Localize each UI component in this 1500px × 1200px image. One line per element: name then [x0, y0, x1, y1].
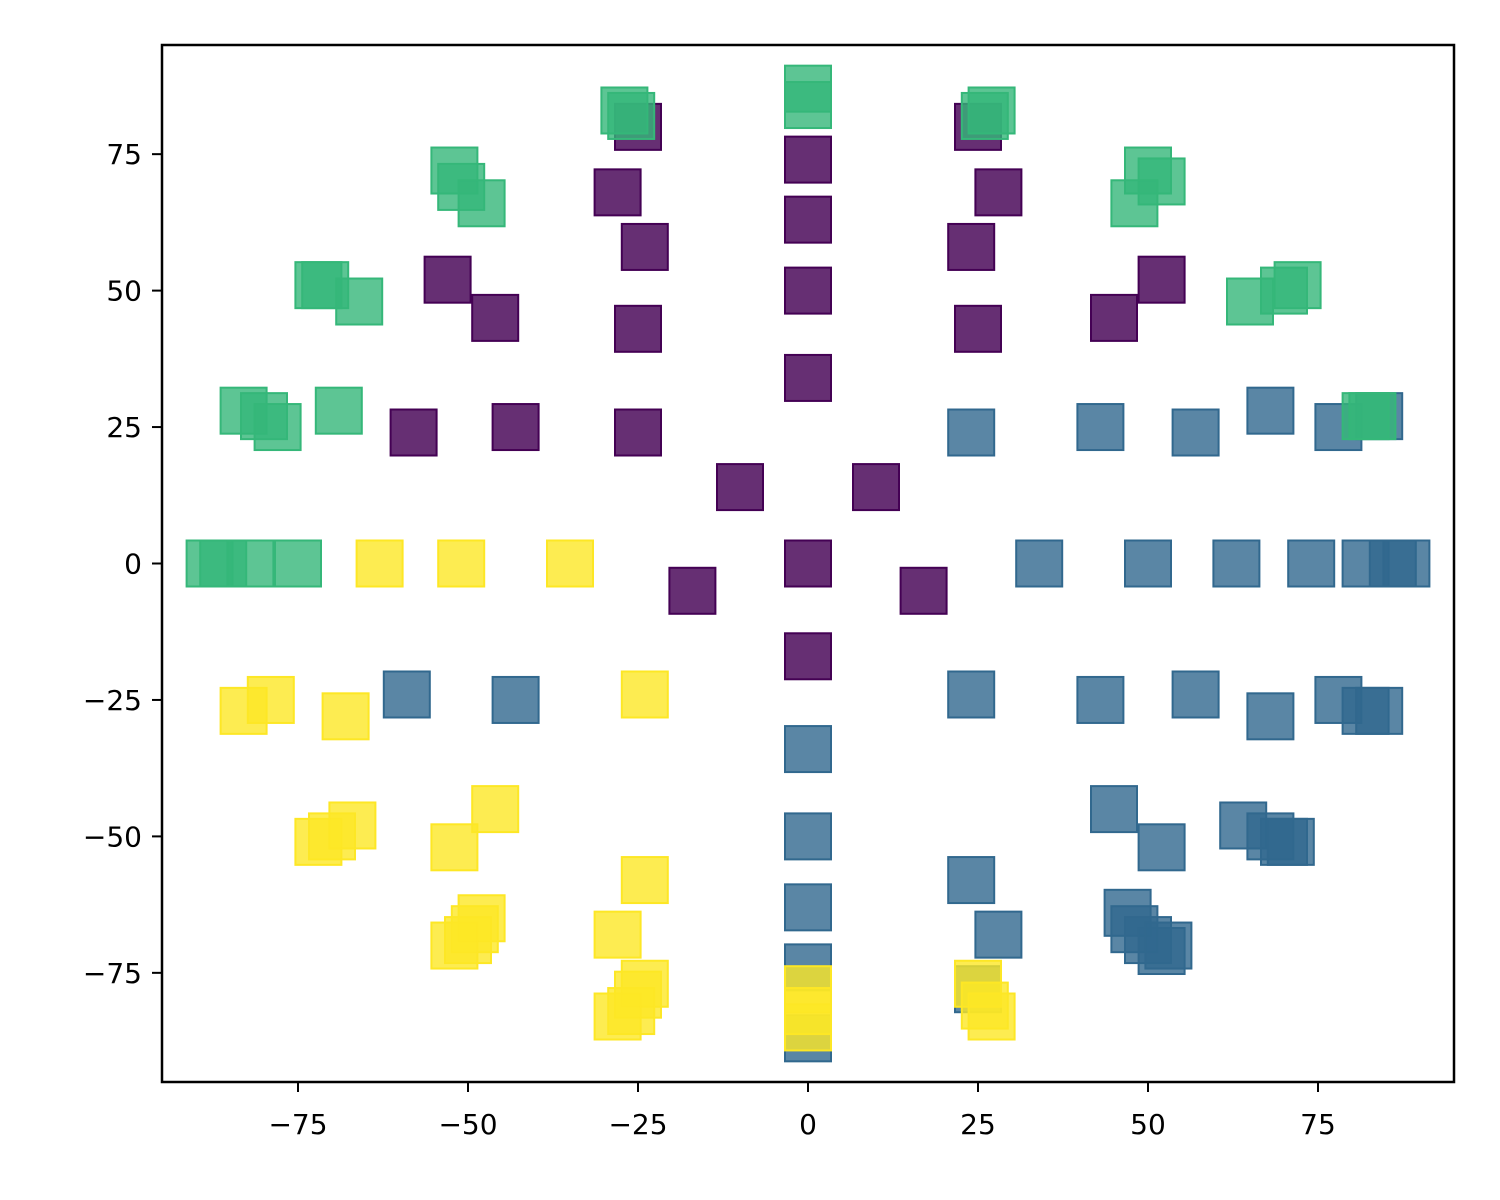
scatter-point [1090, 293, 1138, 342]
y-tick-label: −25 [83, 684, 142, 717]
scatter-point [1076, 675, 1125, 724]
scatter-point [1110, 179, 1159, 228]
scatter-point [620, 222, 669, 271]
scatter-point [947, 856, 996, 905]
y-tick-label: 50 [106, 275, 142, 308]
scatter-point [954, 304, 1002, 353]
axes-frame [160, 43, 1456, 1084]
scatter-point [1090, 785, 1138, 834]
scatter-point [974, 168, 1023, 217]
scatter-point [1341, 392, 1390, 441]
scatter-point [784, 195, 832, 244]
scatter-point [335, 277, 384, 326]
scatter-point [784, 353, 832, 402]
scatter-point [471, 785, 520, 834]
scatter-point [607, 91, 656, 140]
scatter-point [430, 921, 479, 970]
scatter-point [960, 91, 1009, 140]
scatter-point [593, 910, 642, 959]
scatter-point [784, 725, 832, 774]
y-tick-label: 25 [106, 411, 142, 444]
scatter-point [852, 463, 900, 512]
scatter-point [967, 992, 1016, 1041]
scatter-point [784, 883, 832, 932]
scatter-point [1246, 386, 1295, 435]
scatter-point [253, 403, 302, 452]
scatter-point [491, 403, 540, 452]
scatter-point [355, 539, 404, 588]
scatter-point [784, 1003, 832, 1052]
scatter-point [593, 168, 642, 217]
scatter-point [899, 566, 948, 615]
scatter-point [321, 692, 370, 741]
scatter-point [491, 675, 540, 724]
scatter-point [784, 266, 832, 315]
x-tick-label: −75 [268, 1108, 327, 1141]
scatter-point [1382, 539, 1431, 588]
scatter-point [471, 293, 520, 342]
scatter-point [430, 823, 479, 872]
scatter-point [1171, 670, 1220, 719]
scatter-point [423, 255, 472, 304]
scatter-point [1124, 539, 1172, 588]
points-layer [185, 64, 1431, 1063]
scatter-point [1137, 823, 1186, 872]
scatter-point [620, 856, 669, 905]
scatter-point [620, 670, 669, 719]
scatter-point [1144, 921, 1193, 970]
y-tick-label: −50 [83, 820, 142, 853]
scatter-point [226, 539, 275, 588]
scatter-point [1266, 817, 1315, 866]
scatter-point [389, 408, 438, 457]
scatter-point [1287, 539, 1336, 588]
scatter-point [668, 566, 717, 615]
scatter-point [974, 910, 1023, 959]
scatter-point [947, 408, 996, 457]
scatter-point [614, 408, 662, 457]
scatter-point [1355, 686, 1404, 735]
scatter-point [784, 632, 832, 681]
scatter-point [328, 801, 377, 850]
x-tick-label: 75 [1300, 1108, 1336, 1141]
scatter-point [614, 304, 662, 353]
scatter-point [716, 463, 764, 512]
scatter-point [546, 539, 594, 588]
scatter-point [593, 992, 642, 1041]
scatter-point [314, 386, 363, 435]
x-tick-label: 25 [960, 1108, 996, 1141]
scatter-point [1212, 539, 1261, 588]
x-tick-label: −25 [608, 1108, 667, 1141]
scatter-point [274, 539, 322, 588]
scatter-point [1137, 255, 1186, 304]
y-tick-label: 75 [106, 138, 142, 171]
scatter-point [437, 539, 486, 588]
y-tick-label: 0 [124, 548, 142, 581]
y-tick-label: −75 [83, 957, 142, 990]
scatter-point [784, 135, 832, 184]
scatter-point [784, 81, 832, 130]
scatter-point [1171, 408, 1220, 457]
x-tick-label: 0 [799, 1108, 817, 1141]
scatter-point [947, 670, 996, 719]
ticks-layer: −75 −50 −25 0 25 50 75 −75 −50 −25 0 25 50 75 [83, 138, 1336, 1141]
scatter-point [457, 179, 506, 228]
scatter-point [784, 812, 832, 861]
scatter-point [784, 539, 832, 588]
scatter-point [1015, 539, 1064, 588]
scatter-point [1226, 277, 1274, 326]
scatter-point [1076, 403, 1125, 452]
scatter-point [246, 675, 295, 724]
x-tick-label: 50 [1130, 1108, 1166, 1141]
scatter-point [382, 670, 431, 719]
x-tick-label: −50 [438, 1108, 497, 1141]
scatter-point [947, 222, 996, 271]
scatter-point [1246, 692, 1295, 741]
